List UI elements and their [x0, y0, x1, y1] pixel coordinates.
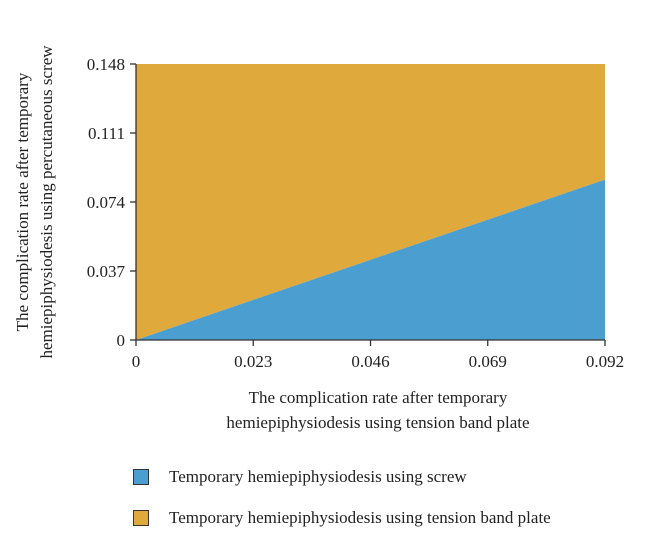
legend-swatch-tension-band-plate [133, 510, 149, 526]
y-tick-label: 0.111 [88, 124, 125, 143]
y-axis-ticks: 0 0.037 0.074 0.111 0.148 [87, 55, 136, 350]
x-tick-label: 0 [132, 352, 141, 371]
x-tick-label: 0.092 [586, 352, 624, 371]
legend-swatch-screw [133, 469, 149, 485]
y-tick-label: 0.037 [87, 262, 126, 281]
y-axis-title-line-2: hemiepiphysiodesis using percutaneous sc… [37, 45, 56, 359]
area-screw [136, 179, 605, 340]
x-axis-title-line-2: hemiepiphysiodesis using tension band pl… [226, 413, 529, 432]
x-axis-title-line-1: The complication rate after temporary [249, 388, 508, 407]
y-tick-label: 0.074 [87, 193, 126, 212]
x-tick-label: 0.046 [351, 352, 389, 371]
x-tick-label: 0.069 [469, 352, 507, 371]
area-tension-band-plate [136, 64, 605, 340]
legend: Temporary hemiepiphysiodesis using screw… [133, 466, 551, 548]
legend-label-tension-band-plate: Temporary hemiepiphysiodesis using tensi… [169, 508, 551, 527]
y-axis-title-line-1: The complication rate after temporary [13, 72, 32, 331]
x-tick-label: 0.023 [234, 352, 272, 371]
chart: 0 0.023 0.046 0.069 0.092 0 0.037 0.074 0.111 0.… [13, 45, 624, 432]
x-axis-ticks: 0 0.023 0.046 0.069 0.092 [132, 340, 624, 371]
y-tick-label: 0.148 [87, 55, 125, 74]
legend-item-screw: Temporary hemiepiphysiodesis using screw [133, 466, 551, 488]
legend-item-tension-band-plate: Temporary hemiepiphysiodesis using tensi… [133, 507, 551, 529]
plot-area [136, 64, 605, 340]
y-tick-label: 0 [117, 331, 126, 350]
legend-label-screw: Temporary hemiepiphysiodesis using screw [169, 467, 467, 486]
